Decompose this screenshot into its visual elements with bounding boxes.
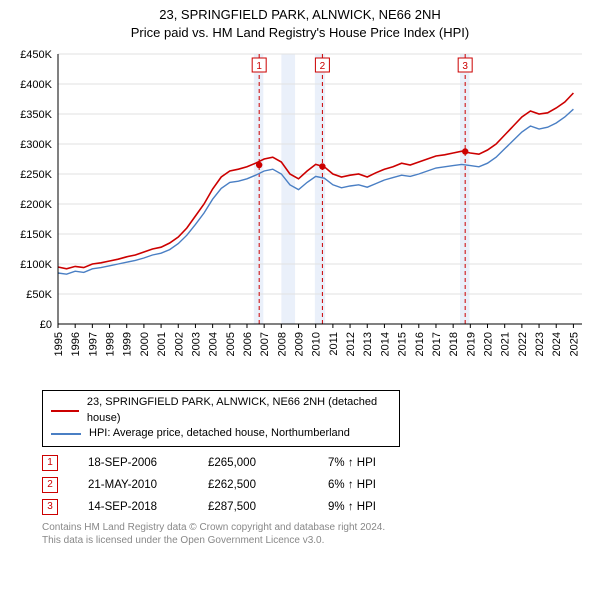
legend-row-subject: 23, SPRINGFIELD PARK, ALNWICK, NE66 2NH …	[51, 395, 391, 426]
svg-text:1998: 1998	[105, 332, 117, 356]
chart-legend: 23, SPRINGFIELD PARK, ALNWICK, NE66 2NH …	[42, 390, 400, 446]
svg-text:2016: 2016	[414, 332, 426, 356]
attribution-block: Contains HM Land Registry data © Crown c…	[42, 521, 590, 547]
sales-row: 1 18-SEP-2006 £265,000 7% ↑ HPI	[42, 455, 590, 471]
sales-row: 2 21-MAY-2010 £262,500 6% ↑ HPI	[42, 477, 590, 493]
svg-text:£200K: £200K	[20, 199, 52, 211]
svg-text:1: 1	[256, 61, 262, 72]
svg-text:2023: 2023	[534, 332, 546, 356]
sales-date: 14-SEP-2018	[88, 501, 178, 513]
svg-text:2007: 2007	[259, 332, 271, 356]
svg-text:2008: 2008	[276, 332, 288, 356]
sales-badge: 3	[42, 499, 58, 515]
svg-text:2018: 2018	[448, 332, 460, 356]
legend-swatch-hpi	[51, 433, 81, 435]
svg-text:2005: 2005	[225, 332, 237, 356]
svg-text:2000: 2000	[139, 332, 151, 356]
chart-title-line1: 23, SPRINGFIELD PARK, ALNWICK, NE66 2NH	[0, 6, 600, 24]
sales-badge: 2	[42, 477, 58, 493]
sales-delta: 9% ↑ HPI	[328, 501, 418, 513]
svg-text:£150K: £150K	[20, 229, 52, 241]
svg-text:2002: 2002	[173, 332, 185, 356]
svg-text:£400K: £400K	[20, 79, 52, 91]
svg-text:2022: 2022	[517, 332, 529, 356]
sales-price: £262,500	[208, 479, 298, 491]
svg-text:£0: £0	[40, 319, 52, 331]
legend-row-hpi: HPI: Average price, detached house, Nort…	[51, 426, 391, 441]
legend-swatch-subject	[51, 410, 79, 412]
svg-text:2003: 2003	[190, 332, 202, 356]
price-chart: £0 £50K £100K £150K £200K £250K £300K £350K £400…	[10, 46, 590, 386]
legend-label-subject: 23, SPRINGFIELD PARK, ALNWICK, NE66 2NH …	[87, 395, 391, 426]
sales-delta: 7% ↑ HPI	[328, 457, 418, 469]
svg-text:2012: 2012	[345, 332, 357, 356]
svg-text:2014: 2014	[379, 332, 391, 356]
svg-text:2: 2	[320, 61, 326, 72]
svg-text:£450K: £450K	[20, 49, 52, 61]
svg-text:2025: 2025	[568, 332, 580, 356]
sales-date: 18-SEP-2006	[88, 457, 178, 469]
attribution-line2: This data is licensed under the Open Gov…	[42, 534, 590, 547]
svg-text:£300K: £300K	[20, 139, 52, 151]
svg-text:2006: 2006	[242, 332, 254, 356]
chart-title-block: 23, SPRINGFIELD PARK, ALNWICK, NE66 2NH …	[0, 0, 600, 42]
svg-text:2020: 2020	[483, 332, 495, 356]
svg-text:1996: 1996	[70, 332, 82, 356]
svg-text:2013: 2013	[362, 332, 374, 356]
legend-label-hpi: HPI: Average price, detached house, Nort…	[89, 426, 350, 441]
svg-text:1997: 1997	[87, 332, 99, 356]
svg-text:2009: 2009	[294, 332, 306, 356]
sales-badge: 1	[42, 455, 58, 471]
attribution-line1: Contains HM Land Registry data © Crown c…	[42, 521, 590, 534]
svg-text:2010: 2010	[311, 332, 323, 356]
svg-text:1995: 1995	[53, 332, 65, 356]
svg-text:£350K: £350K	[20, 109, 52, 121]
svg-text:£50K: £50K	[26, 289, 52, 301]
sales-price: £287,500	[208, 501, 298, 513]
svg-text:2017: 2017	[431, 332, 443, 356]
svg-text:3: 3	[462, 61, 468, 72]
svg-text:2015: 2015	[397, 332, 409, 356]
sales-delta: 6% ↑ HPI	[328, 479, 418, 491]
sales-price: £265,000	[208, 457, 298, 469]
chart-title-line2: Price paid vs. HM Land Registry's House …	[0, 24, 600, 42]
svg-text:2004: 2004	[208, 332, 220, 356]
svg-text:£100K: £100K	[20, 259, 52, 271]
svg-text:£250K: £250K	[20, 169, 52, 181]
svg-text:2019: 2019	[465, 332, 477, 356]
svg-text:1999: 1999	[122, 332, 134, 356]
chart-svg: £0 £50K £100K £150K £200K £250K £300K £350K £400…	[10, 46, 590, 386]
sales-markers-table: 1 18-SEP-2006 £265,000 7% ↑ HPI 2 21-MAY…	[42, 455, 590, 515]
sales-row: 3 14-SEP-2018 £287,500 9% ↑ HPI	[42, 499, 590, 515]
svg-text:2011: 2011	[328, 332, 340, 356]
svg-text:2021: 2021	[500, 332, 512, 356]
svg-text:2001: 2001	[156, 332, 168, 356]
svg-text:2024: 2024	[551, 332, 563, 356]
sales-date: 21-MAY-2010	[88, 479, 178, 491]
